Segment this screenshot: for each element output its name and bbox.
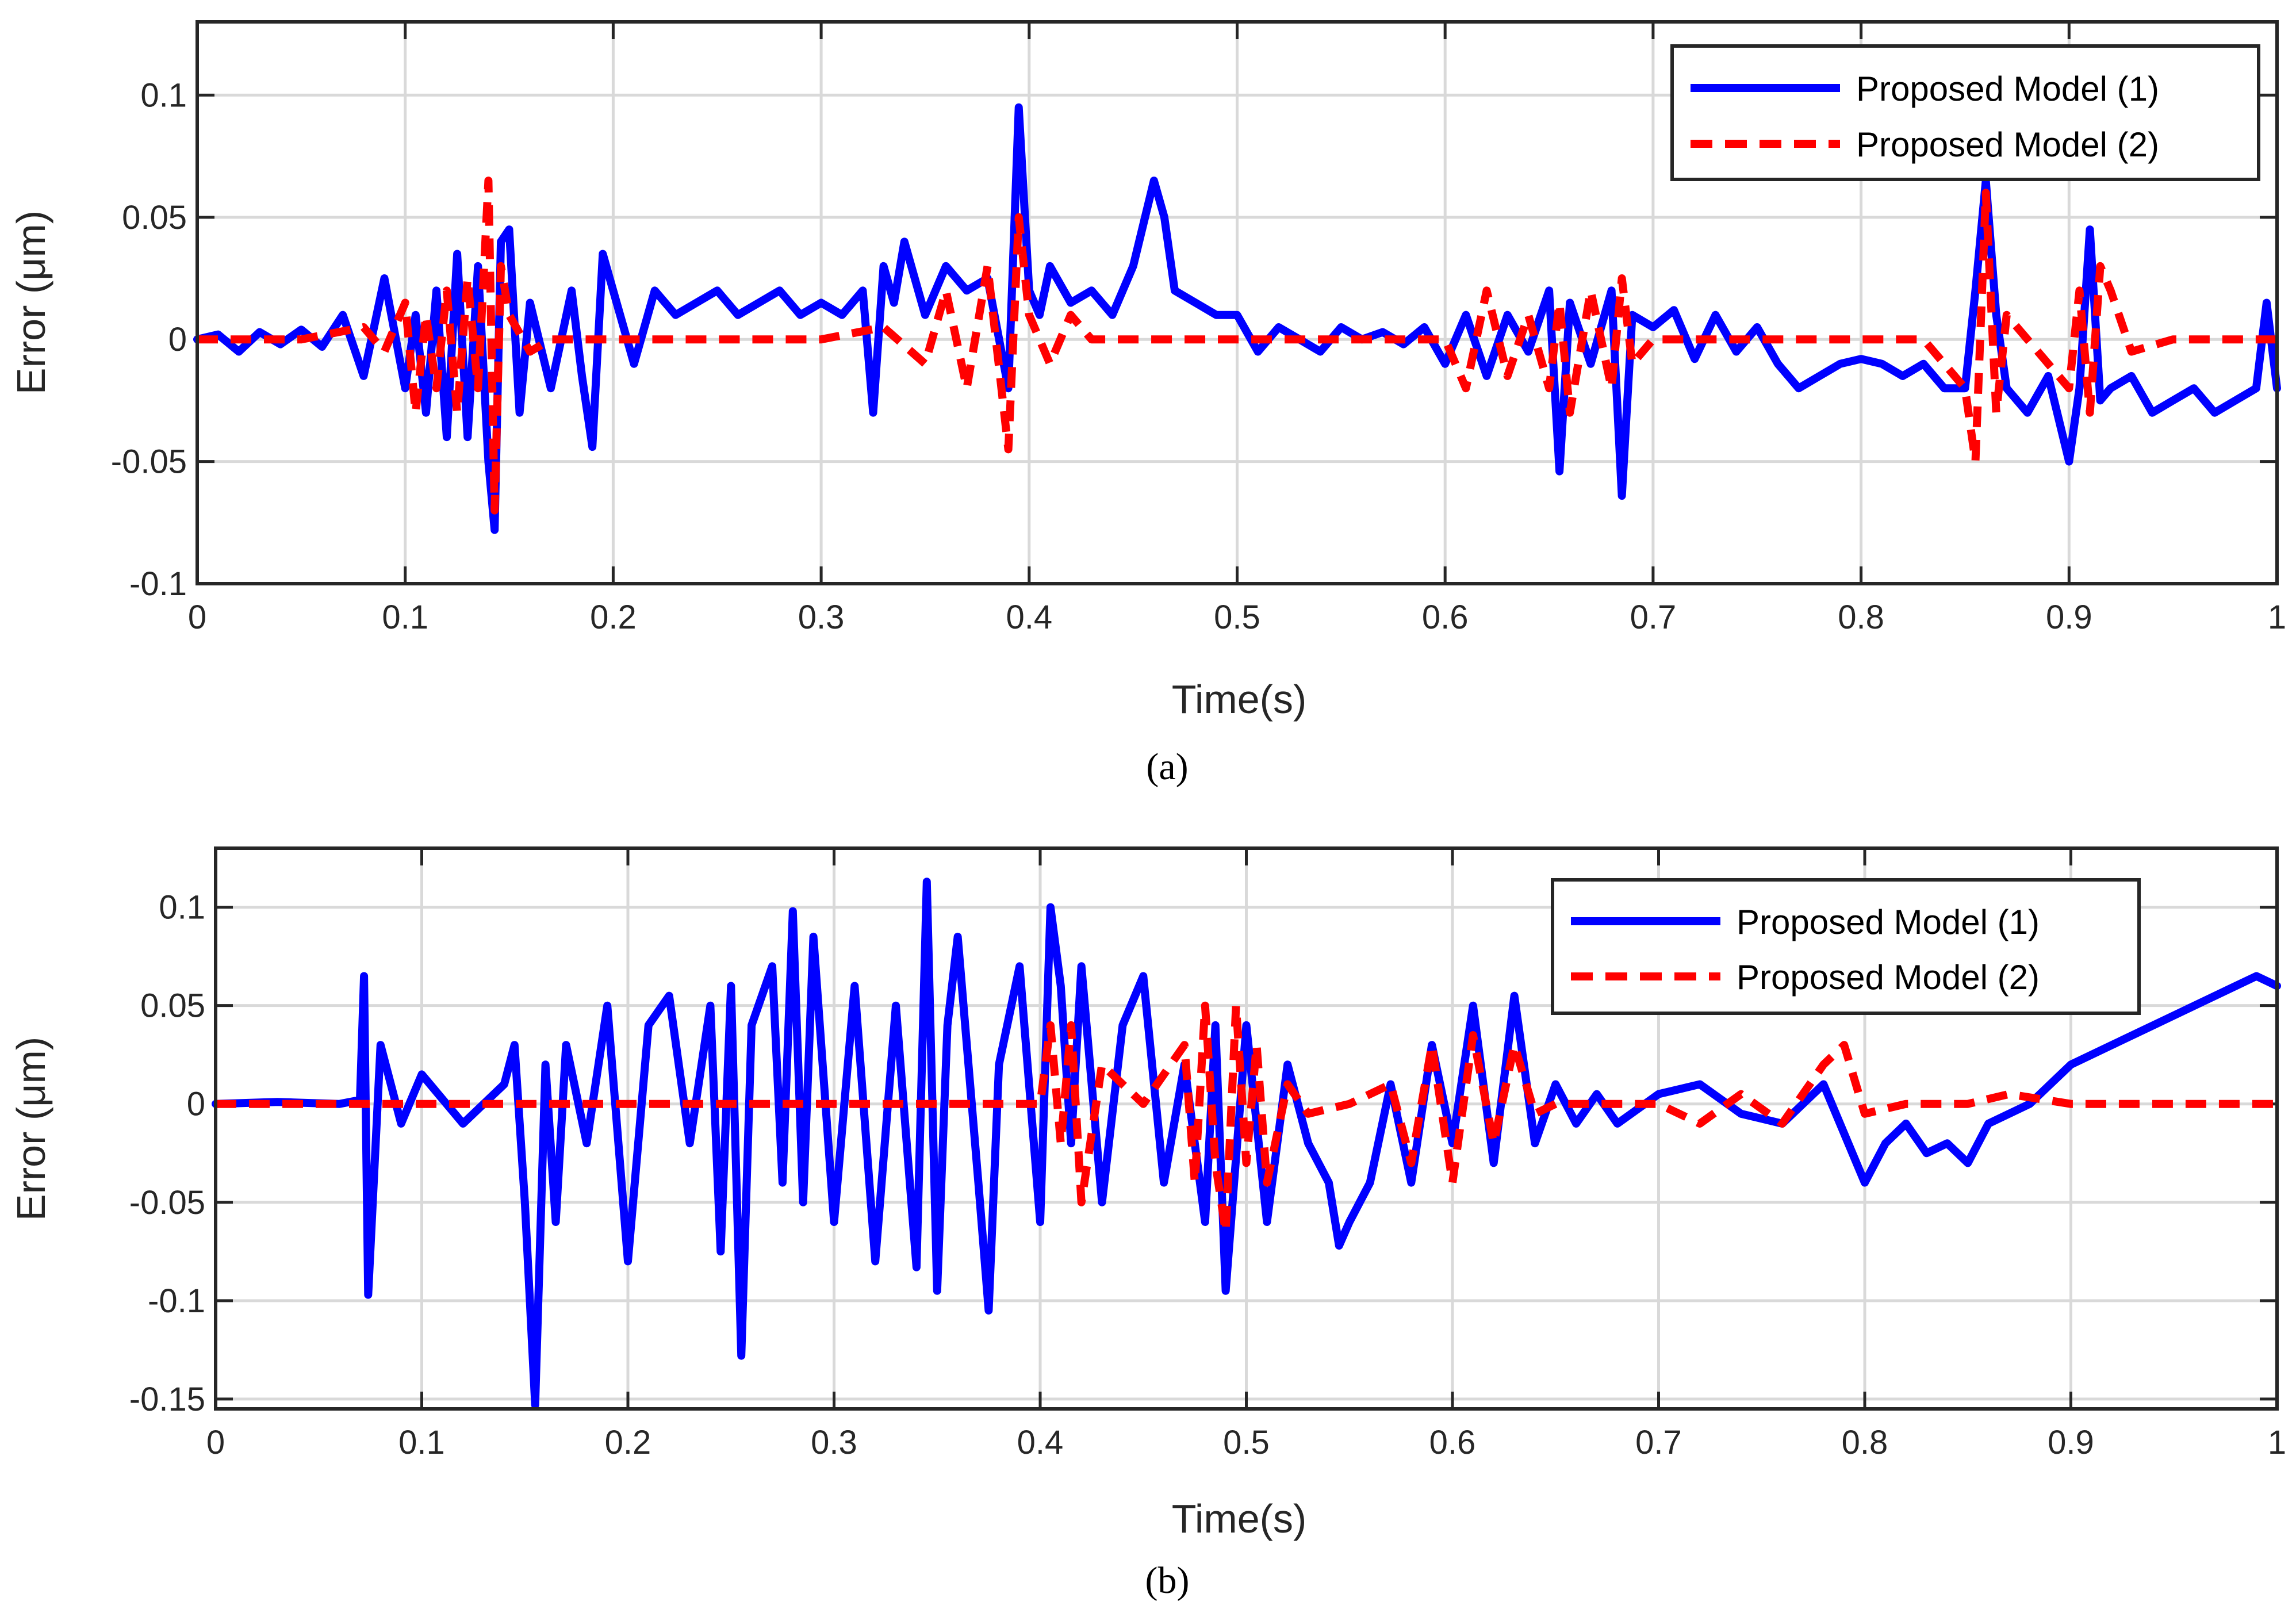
x-tick-label: 0.9 xyxy=(2046,599,2092,636)
series-line-model2-a xyxy=(197,177,2277,515)
legend-label-model2-b: Proposed Model (2) xyxy=(1737,958,2040,997)
axes-box-a xyxy=(196,20,2279,585)
y-tick-label: 0.05 xyxy=(140,987,205,1025)
x-tick-label: 0.2 xyxy=(605,1424,651,1461)
legend-label-model1-a: Proposed Model (1) xyxy=(1856,70,2159,108)
x-tick-label: 0 xyxy=(188,599,206,636)
x-tick-label: 0.6 xyxy=(1429,1424,1476,1461)
x-tick-label: 0.9 xyxy=(2048,1424,2094,1461)
panel-label-a: (a) xyxy=(1146,746,1188,788)
x-tick-label: 0.7 xyxy=(1630,599,1677,636)
series-line-model1-b xyxy=(212,878,2281,1409)
x-tick-label: 0 xyxy=(206,1424,225,1461)
legend-b: Proposed Model (1) Proposed Model (2) xyxy=(1551,878,2141,1015)
y-tick-label: -0.05 xyxy=(111,443,187,481)
legend-label-model2-a: Proposed Model (2) xyxy=(1856,125,2159,164)
axes-box-b xyxy=(214,846,2279,1411)
y-tick-label: 0 xyxy=(168,321,187,358)
y-tick-label: 0.05 xyxy=(122,199,187,236)
legend-box-b xyxy=(1551,878,2141,1015)
x-tick-label: 1 xyxy=(2268,599,2286,636)
panel-a: 0 0.1 0.2 0.3 0.4 0.5 0.6 0.7 0.8 0.9 1 -0.1 -0.05 0 0… xyxy=(9,20,2286,788)
x-tick-label: 0.3 xyxy=(798,599,845,636)
y-tick-label: 0.1 xyxy=(159,889,205,926)
series-a xyxy=(193,103,2281,534)
xlabel-b: Time(s) xyxy=(1172,1496,1307,1541)
y-tick-label: -0.05 xyxy=(129,1184,205,1221)
series-line-model2-b xyxy=(216,1001,2277,1236)
x-tick-label: 0.4 xyxy=(1006,599,1052,636)
ticks-b: 0 0.1 0.2 0.3 0.4 0.5 0.6 0.7 0.8 0.9 1 -0.15 -0.1 -0… xyxy=(129,848,2286,1461)
y-tick-label: -0.15 xyxy=(129,1381,205,1418)
y-tick-label: 0 xyxy=(187,1086,205,1123)
xlabel-a: Time(s) xyxy=(1172,677,1307,722)
x-tick-label: 0.1 xyxy=(382,599,428,636)
x-tick-label: 1 xyxy=(2268,1424,2286,1461)
legend-label-model1-b: Proposed Model (1) xyxy=(1737,903,2040,941)
x-tick-label: 0.2 xyxy=(590,599,637,636)
legend-a: Proposed Model (1) Proposed Model (2) xyxy=(1670,44,2260,181)
x-tick-label: 0.6 xyxy=(1422,599,1469,636)
ylabel-a: Error (μm) xyxy=(9,210,53,394)
x-tick-label: 0.1 xyxy=(398,1424,445,1461)
ticks-a: 0 0.1 0.2 0.3 0.4 0.5 0.6 0.7 0.8 0.9 1 -0.1 -0.05 0 0… xyxy=(111,22,2286,636)
legend-box-a xyxy=(1670,44,2260,181)
panel-label-b: (b) xyxy=(1145,1560,1190,1602)
x-tick-label: 0.8 xyxy=(1838,599,1884,636)
series-b xyxy=(212,878,2281,1409)
ylabel-b: Error (μm) xyxy=(9,1037,53,1221)
x-tick-label: 0.4 xyxy=(1017,1424,1064,1461)
x-tick-label: 0.8 xyxy=(1842,1424,1888,1461)
y-tick-label: 0.1 xyxy=(140,76,187,114)
y-tick-label: -0.1 xyxy=(129,565,187,603)
x-tick-label: 0.7 xyxy=(1635,1424,1682,1461)
series-line-model1-a xyxy=(193,103,2281,534)
y-tick-label: -0.1 xyxy=(148,1282,205,1320)
x-tick-label: 0.5 xyxy=(1223,1424,1270,1461)
panel-b: 0 0.1 0.2 0.3 0.4 0.5 0.6 0.7 0.8 0.9 1 -0.15 -0.1 -0… xyxy=(9,846,2286,1602)
x-tick-label: 0.5 xyxy=(1214,599,1260,636)
x-tick-label: 0.3 xyxy=(811,1424,857,1461)
